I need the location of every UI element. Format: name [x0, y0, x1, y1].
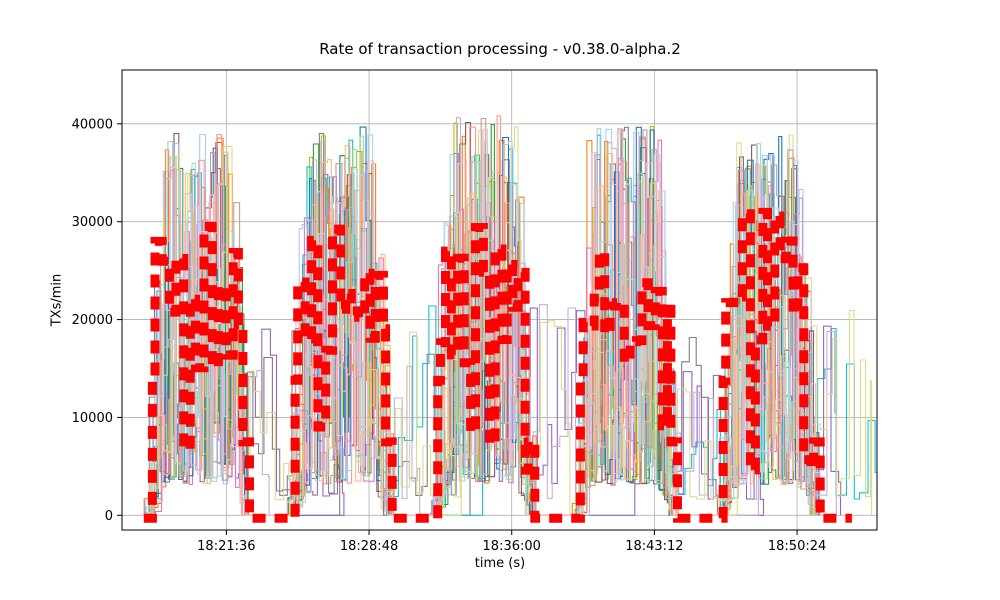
x-tick-label: 18:50:24 [768, 539, 826, 554]
y-tick-label: 30000 [72, 215, 113, 230]
series-lines [141, 115, 877, 516]
series-line [142, 117, 837, 516]
x-tick-label: 18:43:12 [625, 539, 683, 554]
y-axis-label: TXs/min [49, 273, 65, 327]
x-tick-label: 18:28:48 [340, 539, 398, 554]
tick-labels: 0 10000 20000 30000 40000 18:21:36 18:28:48 18:… [72, 117, 827, 554]
aggregate-line [143, 207, 852, 523]
series-line [144, 126, 873, 516]
x-tick-label: 18:21:36 [197, 539, 255, 554]
axes [117, 69, 878, 535]
y-tick-label: 40000 [72, 117, 113, 132]
x-tick-label: 18:36:00 [483, 539, 541, 554]
series-line [144, 128, 821, 516]
y-tick-label: 0 [105, 509, 113, 524]
y-tick-label: 20000 [72, 313, 113, 328]
chart-title: Rate of transaction processing - v0.38.0… [319, 40, 681, 58]
x-axis-label: time (s) [474, 556, 526, 571]
y-tick-label: 10000 [72, 411, 113, 426]
